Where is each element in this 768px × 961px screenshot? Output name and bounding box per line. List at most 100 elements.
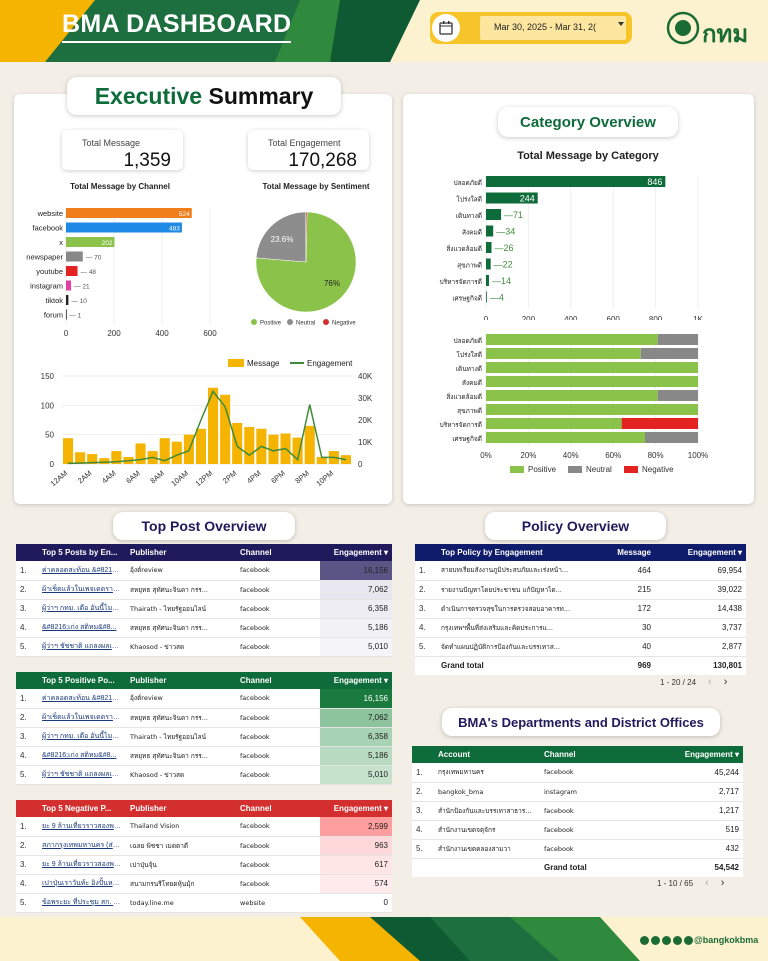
- column-header[interactable]: Publisher: [126, 672, 236, 689]
- table-row[interactable]: 5. สำนักงานเขตคลองสามวา facebook 432: [412, 839, 743, 859]
- legend-swatch: [510, 466, 524, 473]
- table-row[interactable]: 2. bangkok_bma instagram 2,717: [412, 782, 743, 802]
- kpi-label: Total Message: [82, 138, 141, 148]
- top-positive-posts-table: Top 5 Positive Po... Publisher Channel Enga…: [16, 672, 392, 785]
- table-row[interactable]: 3. ผู้ว่าฯ กทม. เตือ อันนี้ไมก่... Thairat…: [16, 599, 392, 619]
- x-tick-label: 0%: [480, 451, 492, 460]
- column-header[interactable]: Publisher: [126, 544, 236, 561]
- facebook-icon[interactable]: [651, 936, 660, 945]
- table-row[interactable]: 3. สำนักป้องกันและบรรเทาสาธารณภัย... faceb…: [412, 801, 743, 821]
- table-row[interactable]: 2. ผ้าเช็ดแล้วในเพจเดดราว ... สหยุทธ สุทัศ…: [16, 580, 392, 600]
- table-row[interactable]: 1. กรุงเทพมหานคร facebook 45,244: [412, 763, 743, 783]
- row-index: 4.: [412, 820, 434, 840]
- column-header[interactable]: Engagement ▾: [320, 800, 392, 817]
- column-header[interactable]: Engagement ▾: [648, 746, 743, 763]
- category-label: โปร่งใสดี: [456, 196, 482, 204]
- row-index: 1.: [16, 817, 38, 837]
- number-cell: 14,438: [655, 599, 746, 619]
- table-row[interactable]: 2. ผ้าเช็ดแล้วในเพจเดดราว ... สหยุทธ สุทัศ…: [16, 708, 392, 728]
- table-row[interactable]: 5. ข้อพระยะ ที่ประชุม สก. แตะ... today.lin…: [16, 893, 392, 913]
- prev-page-icon[interactable]: ‹: [705, 877, 709, 889]
- column-header[interactable]: Channel: [236, 672, 320, 689]
- number-cell: 6,358: [320, 727, 392, 747]
- number-cell: 2,599: [320, 817, 392, 837]
- post-link[interactable]: ยะ 9 ล้านเที่ยวราวสองพร...: [38, 855, 126, 875]
- column-header[interactable]: Publisher: [126, 800, 236, 817]
- column-header[interactable]: Engagement ▾: [320, 544, 392, 561]
- post-link[interactable]: ค่าคลอดสะท้อน &#8216;...: [38, 561, 126, 581]
- table-row[interactable]: 4. เปาปุ่นเราวันท้ะ อิงปั้นหลังม... สนามกร…: [16, 874, 392, 894]
- number-cell: 39,022: [655, 580, 746, 600]
- row-index: 4.: [16, 618, 38, 638]
- table-row[interactable]: 5. ผู้ว่าฯ ชัชชาติ แถลงผลเฝ้ม... Khaosod -…: [16, 765, 392, 785]
- table-row[interactable]: 5. ผู้ว่าฯ ชัชชาติ แถลงผลเฝ้ม... Khaosod -…: [16, 637, 392, 657]
- table-row[interactable]: 5. จัดทำแผนปฏิบัติการป้องกันและบรรเทาส...…: [415, 637, 746, 657]
- column-header[interactable]: Top Policy by Engagement: [437, 544, 591, 561]
- post-link[interactable]: ข้อพระยะ ที่ประชุม สก. แตะ...: [38, 893, 126, 913]
- table-row[interactable]: 1. ยะ 9 ล้านเที่ยวราวสองพร... Thailand Vis…: [16, 817, 392, 837]
- column-header[interactable]: Top 5 Posts by En...: [38, 544, 126, 561]
- youtube-icon[interactable]: [673, 936, 682, 945]
- column-header[interactable]: Message: [591, 544, 655, 561]
- column-header[interactable]: Engagement ▾: [655, 544, 746, 561]
- post-link[interactable]: &#8216;เก่ง สติหม&#8...: [38, 618, 126, 638]
- table-row[interactable]: 3. ดำเนินการตรวจสุขในการตรวจสอบอาคารท... 1…: [415, 599, 746, 619]
- engagement-line: [68, 389, 347, 465]
- data-label: —4: [490, 293, 504, 303]
- row-index: 1.: [16, 561, 38, 581]
- post-link[interactable]: ผ้าเช็ดแล้วในเพจเดดราว ...: [38, 708, 126, 728]
- number-cell: 574: [320, 874, 392, 894]
- table-row[interactable]: 4. สำนักงานเขตจตุจักร facebook 519: [412, 820, 743, 840]
- post-link[interactable]: ผู้ว่าฯ กทม. เตือ อันนี้ไมก่...: [38, 727, 126, 747]
- category-overview-heading: Category Overview: [498, 107, 678, 137]
- column-header[interactable]: Channel: [236, 800, 320, 817]
- prev-page-icon[interactable]: ‹: [708, 676, 712, 688]
- post-link[interactable]: ผู้ว่าฯ ชัชชาติ แถลงผลเฝ้ม...: [38, 765, 126, 785]
- category-bar: [486, 275, 489, 286]
- category-label: บริหารจัดการดี: [440, 278, 482, 286]
- date-range-picker[interactable]: Mar 30, 2025 - Mar 31, 2(: [430, 12, 632, 44]
- column-header[interactable]: Engagement ▾: [320, 672, 392, 689]
- column-header[interactable]: Top 5 Negative P...: [38, 800, 126, 817]
- column-header[interactable]: Channel: [236, 544, 320, 561]
- dashboard-title: BMA DASHBOARD: [62, 10, 292, 43]
- next-page-icon[interactable]: ›: [720, 877, 725, 889]
- post-link[interactable]: ผู้ว่าฯ กทม. เตือ อันนี้ไมก่...: [38, 599, 126, 619]
- text-cell: facebook: [540, 801, 648, 821]
- column-header[interactable]: Top 5 Positive Po...: [38, 672, 126, 689]
- table-row[interactable]: 2. สภากรุงเทพมหานคร (ส่ข ... เฉลย พิชชา เม…: [16, 836, 392, 856]
- instagram-icon[interactable]: [662, 936, 671, 945]
- post-link[interactable]: ผ้าเช็ดแล้วในเพจเดดราว ...: [38, 580, 126, 600]
- column-header[interactable]: Account: [434, 746, 540, 763]
- post-link[interactable]: &#8216;เก่ง สติหม&#8...: [38, 746, 126, 766]
- message-bar: [232, 422, 243, 464]
- tiktok-icon[interactable]: [684, 936, 693, 945]
- number-cell: 40: [591, 637, 655, 657]
- post-link[interactable]: สภากรุงเทพมหานคร (ส่ข ...: [38, 836, 126, 856]
- table-row[interactable]: 1. สายบทเรียมสังงานภูมิประสบภัยและเร่งหน้…: [415, 561, 746, 581]
- table-row[interactable]: 4. กรุงเทพฯพื้นที่ส่งเสริมและคิดประการแ..…: [415, 618, 746, 638]
- table-row[interactable]: 1. ค่าคลอดสะท้อน &#8216;... อุ้งต์review fa…: [16, 561, 392, 581]
- table-row[interactable]: 3. ผู้ว่าฯ กทม. เตือ อันนี้ไมก่... Thairat…: [16, 727, 392, 747]
- column-header[interactable]: Channel: [540, 746, 648, 763]
- text-cell: facebook: [236, 817, 320, 837]
- next-page-icon[interactable]: ›: [723, 676, 728, 688]
- message-bar: [111, 451, 122, 464]
- table-row[interactable]: 4. &#8216;เก่ง สติหม&#8... สหยุทธ สุทัศนะจ…: [16, 618, 392, 638]
- text-cell: อุ้งต์review: [126, 689, 236, 709]
- table-row[interactable]: 3. ยะ 9 ล้านเที่ยวราวสองพร... เปาปุ่นจุ้น f…: [16, 855, 392, 875]
- post-link[interactable]: ผู้ว่าฯ ชัชชาติ แถลงผลเฝ้ม...: [38, 637, 126, 657]
- x-icon[interactable]: [640, 936, 649, 945]
- post-link[interactable]: ค่าคลอดสะท้อน &#8216;...: [38, 689, 126, 709]
- x-tick-label: 2AM: [76, 469, 94, 486]
- post-link[interactable]: เปาปุ่นเราวันท้ะ อิงปั้นหลังม...: [38, 874, 126, 894]
- category-label: facebook: [33, 224, 64, 233]
- table-row[interactable]: 4. &#8216;เก่ง สติหม&#8... สหยุทธ สุทัศนะจ…: [16, 746, 392, 766]
- social-icons: [640, 936, 693, 945]
- table-row[interactable]: 2. รายงานปัญหาโดยประชาชน แก้ปัญหาได... 215…: [415, 580, 746, 600]
- y2-tick-label: 40K: [358, 372, 373, 381]
- table-row[interactable]: 1. ค่าคลอดสะท้อน &#8216;... อุ้งต์review fa…: [16, 689, 392, 709]
- category-chart-title: Total Message by Category: [517, 150, 659, 162]
- post-link[interactable]: ยะ 9 ล้านเที่ยวราวสองพร...: [38, 817, 126, 837]
- category-bar: [486, 258, 491, 270]
